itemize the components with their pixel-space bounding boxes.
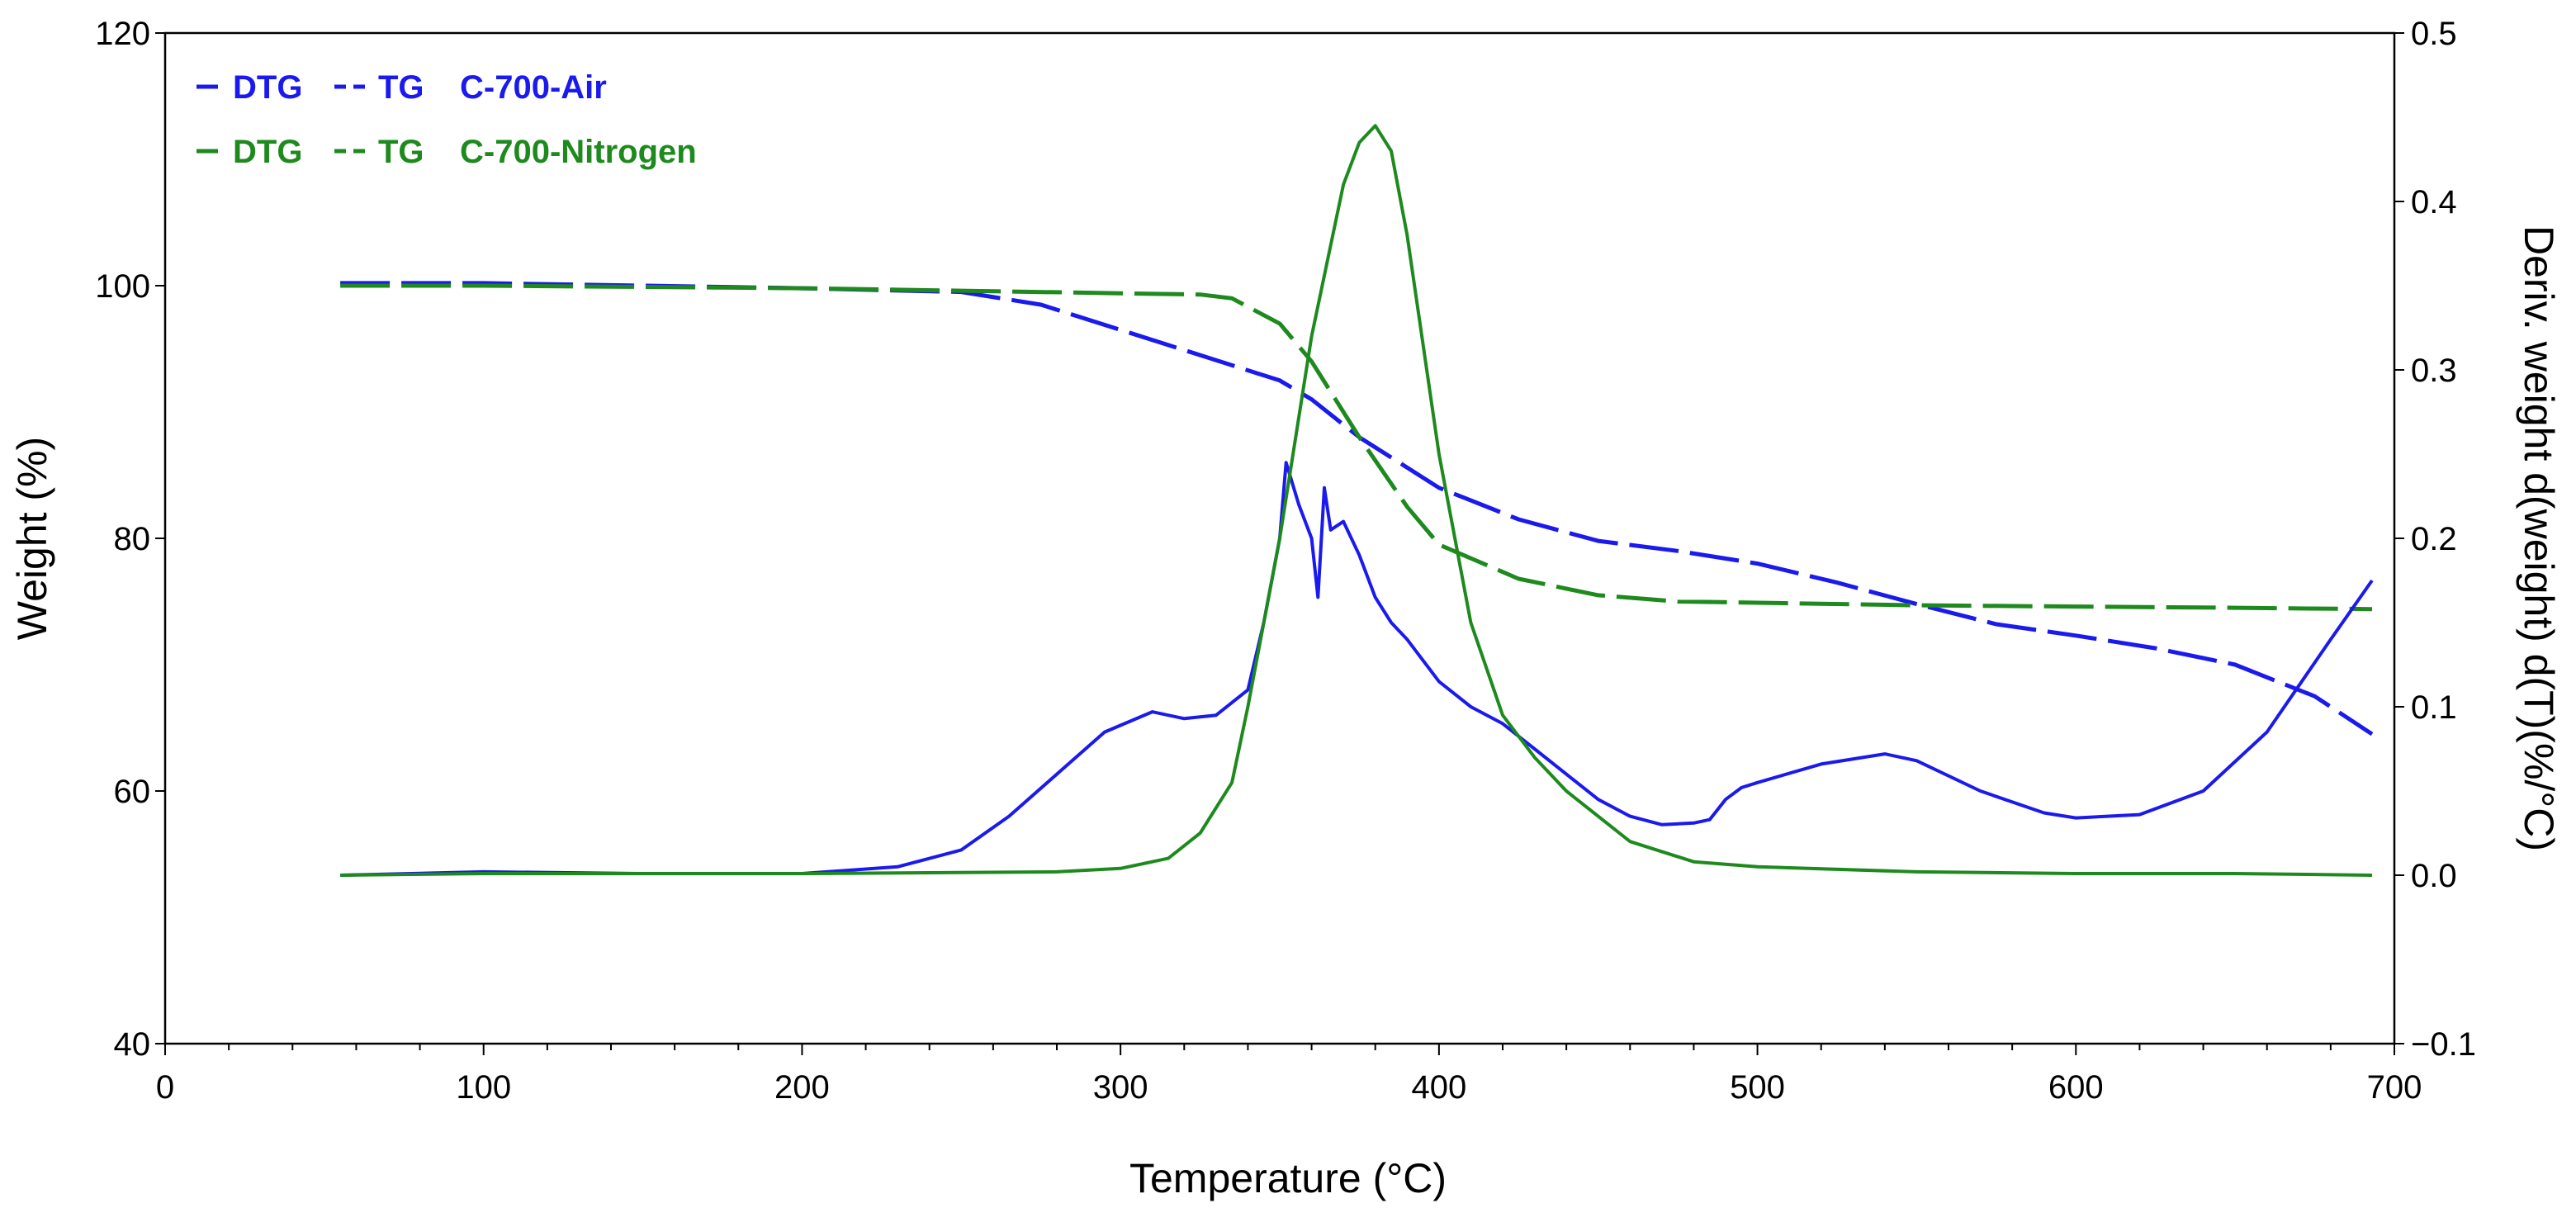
tick-layer — [155, 32, 2404, 1055]
series-line-c-700-air-dtg — [340, 461, 2374, 877]
x-tick-label: 100 — [456, 1069, 511, 1106]
x-tick-labels: 0 100 200 300 400 500 600 700 — [156, 1069, 2422, 1106]
legend-row-nitrogen: DTG TG C-700-Nitrogen — [197, 134, 697, 170]
x-tick-label: 300 — [1093, 1069, 1148, 1106]
left-y-tick-label: 120 — [95, 16, 150, 52]
left-y-axis-title: Weight (%) — [9, 437, 55, 640]
x-tick-label: 0 — [156, 1069, 174, 1106]
right-y-tick-labels: −0.1 0.0 0.1 0.2 0.3 0.4 0.5 — [2411, 16, 2476, 1063]
right-y-tick-label: −0.1 — [2411, 1026, 2476, 1063]
x-tick-label: 600 — [2048, 1069, 2104, 1106]
left-y-tick-label: 60 — [114, 774, 151, 810]
legend-row-air: DTG TG C-700-Air — [197, 69, 607, 106]
x-tick-label: 400 — [1411, 1069, 1466, 1106]
right-y-tick-label: 0.4 — [2411, 184, 2457, 220]
series-layer — [340, 124, 2374, 877]
right-y-tick-label: 0.2 — [2411, 521, 2457, 557]
legend-tg-air-label: TG — [378, 69, 424, 106]
x-axis-title: Temperature (°C) — [1129, 1155, 1447, 1201]
legend-tg-nitrogen-label: TG — [378, 134, 424, 170]
legend: DTG TG C-700-Air DTG TG C-700-Nitrogen — [197, 69, 697, 170]
left-y-tick-label: 80 — [114, 521, 151, 557]
legend-dtg-air-label: DTG — [233, 69, 302, 106]
series-line-c-700-nitrogen-tg — [340, 283, 2373, 612]
legend-sample-nitrogen: C-700-Nitrogen — [460, 134, 697, 170]
legend-dtg-nitrogen-label: DTG — [233, 134, 302, 170]
right-y-tick-label: 0.0 — [2411, 858, 2457, 894]
x-tick-label: 700 — [2367, 1069, 2422, 1106]
series-line-c-700-nitrogen-dtg — [340, 124, 2373, 877]
x-tick-label: 200 — [774, 1069, 830, 1106]
legend-sample-air: C-700-Air — [460, 69, 607, 106]
left-y-tick-labels: 40 60 80 100 120 — [95, 16, 150, 1063]
left-y-tick-label: 40 — [114, 1026, 151, 1063]
left-y-tick-label: 100 — [95, 268, 150, 305]
x-tick-label: 500 — [1730, 1069, 1785, 1106]
right-y-tick-label: 0.5 — [2411, 16, 2457, 52]
right-y-tick-label: 0.3 — [2411, 353, 2457, 389]
right-y-tick-label: 0.1 — [2411, 689, 2457, 726]
right-y-axis-title: Deriv. weight d(weight) d(T)(%/°C) — [2516, 225, 2562, 851]
